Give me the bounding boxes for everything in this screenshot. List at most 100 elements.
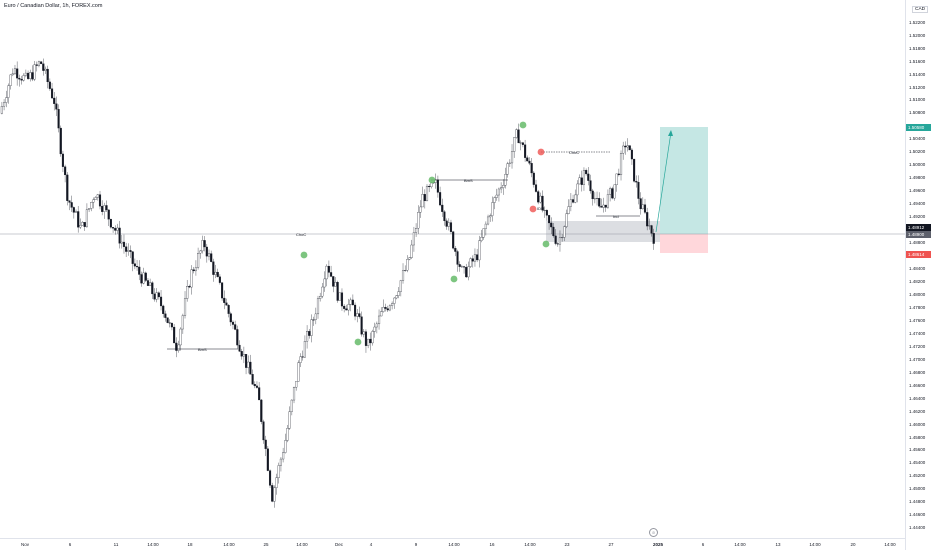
candle-body [282, 452, 285, 460]
candle-body [50, 88, 54, 99]
candle-body [480, 237, 483, 241]
time-axis[interactable]: Nov 6 11 14:00 18 14:00 25 14:00 Dec 4 9 14:00 16 14:… [0, 538, 905, 551]
candle-body [295, 381, 298, 388]
price-tick: 1.45800 [909, 434, 926, 440]
candle-body [456, 251, 459, 265]
candle-body [504, 174, 507, 186]
candle-body [77, 211, 80, 228]
price-axis[interactable]: 1.52200 1.52000 1.51800 1.51600 1.51400 1.512… [905, 0, 932, 550]
stop-zone[interactable] [660, 234, 708, 253]
go-to-realtime-button[interactable]: ⊘ [649, 528, 658, 537]
candle-body [3, 102, 6, 107]
candle-body [240, 351, 243, 357]
candle-body [484, 223, 487, 229]
currency-label[interactable]: CAD [912, 6, 929, 13]
candle-body [443, 211, 446, 222]
candle-body [563, 226, 566, 238]
candle-body [101, 205, 104, 212]
price-tick: 1.46200 [909, 408, 926, 414]
candle-body [245, 354, 248, 368]
swing-low-marker [300, 251, 308, 259]
candle-body [517, 129, 520, 144]
candle-body [268, 470, 272, 486]
candle-body [543, 210, 546, 211]
candle-body [508, 162, 511, 164]
candle-body [105, 205, 108, 211]
candle-body [35, 64, 38, 66]
candle-body [458, 264, 461, 267]
price-tick: 1.51000 [909, 97, 926, 103]
candle-body [445, 220, 448, 227]
price-tick: 1.48800 [909, 240, 926, 246]
price-tick: 1.50000 [909, 162, 926, 168]
choch-label-2: ChoC [569, 150, 579, 155]
candle-body [417, 212, 420, 229]
candle-body [57, 109, 60, 129]
candle-body [382, 307, 385, 312]
candle-body [205, 246, 208, 257]
price-chart[interactable]: ChoC BmS BmS ChoC IDM Ind [0, 0, 905, 538]
time-tick: 6 [701, 542, 705, 547]
candle-body [271, 485, 274, 502]
candle-body [42, 63, 45, 71]
candle-body [569, 199, 572, 207]
candle-body [628, 145, 631, 151]
candle-body [556, 243, 559, 245]
candle-body [221, 282, 224, 299]
candle-body [109, 218, 112, 228]
candle-body [587, 173, 590, 181]
time-tick: 6 [68, 542, 72, 547]
candle-body [125, 246, 128, 252]
time-tick: 25 [263, 542, 269, 547]
target-zone[interactable] [660, 127, 708, 234]
candle-body [168, 322, 171, 324]
candle-body [510, 151, 514, 164]
candle-body [585, 170, 588, 175]
time-tick: Dec [334, 542, 344, 547]
candle-body [528, 160, 531, 164]
candle-body [207, 253, 211, 257]
candle-body [277, 465, 280, 478]
candle-body [138, 266, 141, 275]
candle-body [565, 213, 568, 227]
price-tick: 1.48000 [909, 291, 926, 297]
candle-body [454, 248, 457, 252]
candle-body [142, 272, 145, 284]
price-tick: 1.48200 [909, 278, 926, 284]
candle-body [312, 319, 315, 321]
candle-body [321, 286, 324, 297]
price-tick: 1.49200 [909, 214, 926, 220]
candle-body [59, 127, 62, 155]
candle-body [31, 72, 34, 80]
candle-body [476, 254, 479, 261]
candle-body [122, 241, 126, 247]
candle-body [16, 68, 19, 79]
candle-body [48, 81, 51, 89]
candle-body [306, 331, 309, 342]
candle-body [319, 296, 322, 299]
candle-body [615, 173, 618, 186]
candle-body [9, 74, 12, 86]
time-tick: 11 [113, 542, 119, 547]
candle-body [22, 75, 25, 81]
candles [0, 58, 655, 508]
candle-body [604, 204, 607, 208]
swing-low-marker [428, 176, 436, 184]
time-tick: 4 [369, 542, 373, 547]
candle-body [410, 244, 413, 258]
candle-body [314, 313, 317, 320]
candle-body [624, 145, 627, 148]
candle-body [136, 265, 139, 268]
time-tick: 16 [489, 542, 495, 547]
candle-body [170, 322, 173, 328]
candle-body [44, 68, 47, 71]
candle-body [373, 326, 376, 332]
candle-body [251, 374, 254, 385]
candle-body [436, 179, 439, 193]
entry-price-badge: 1.48912 [906, 224, 931, 231]
candle-body [186, 286, 189, 299]
candle-body [85, 209, 88, 227]
candle-body [210, 253, 213, 262]
candle-body [449, 222, 453, 232]
price-tick: 1.49400 [909, 201, 926, 207]
